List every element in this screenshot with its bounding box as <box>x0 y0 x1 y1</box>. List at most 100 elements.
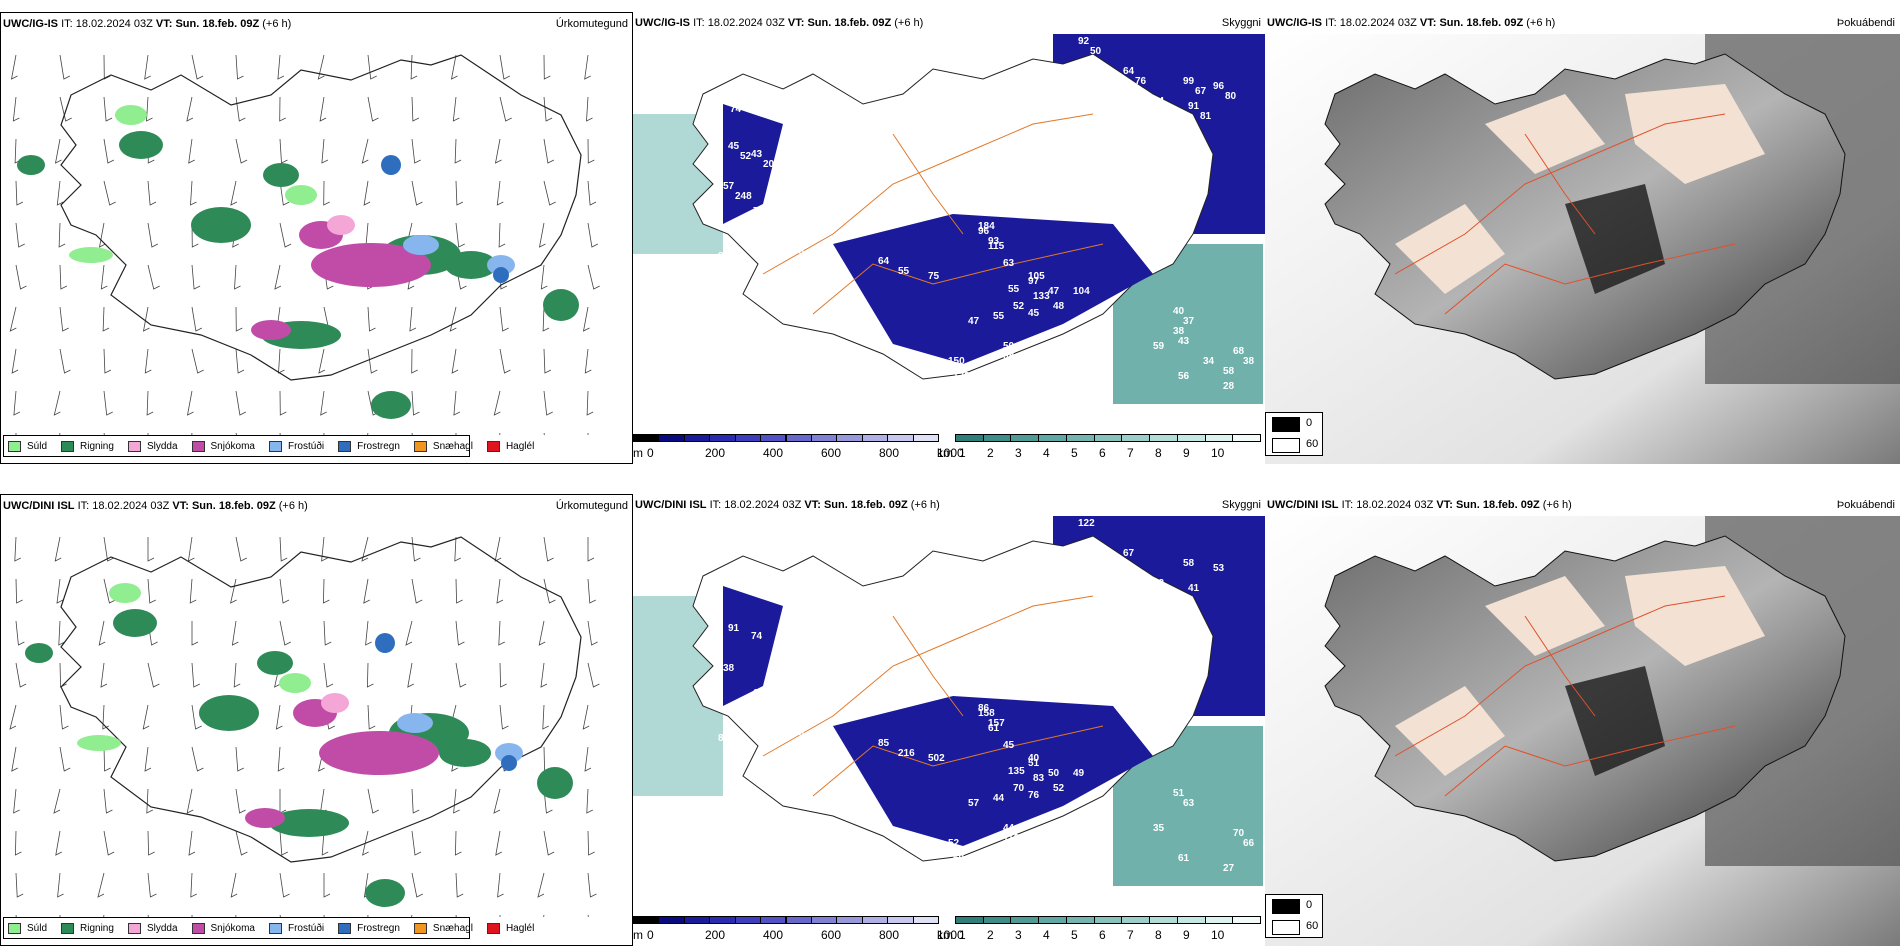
panel-header: UWC/IG-IS IT: 18.02.2024 03Z VT: Sun. 18… <box>1 13 632 35</box>
visibility-color-seg <box>1038 916 1067 924</box>
cloud-base-label: 75 <box>928 271 940 282</box>
cloud-base-label: 33 <box>773 196 785 207</box>
precip-area <box>25 643 53 663</box>
legend-item: Súld <box>8 440 48 452</box>
cloud-base-color-seg <box>683 434 711 442</box>
it-label: IT: <box>77 500 90 512</box>
precip-area <box>257 651 293 675</box>
visibility-color-seg <box>1065 434 1095 442</box>
cloud-base-color-seg <box>836 916 863 924</box>
visibility-color-seg <box>982 434 1012 442</box>
cloud-base-label: 53 <box>1213 563 1225 574</box>
cloud-base-label: 52 <box>1053 783 1065 794</box>
precip-area <box>279 673 311 693</box>
precip-area <box>77 735 121 751</box>
cloud-base-label: 57 <box>723 181 735 192</box>
cloud-base-color-seg <box>810 434 838 442</box>
legend-label: Slydda <box>146 922 178 934</box>
legend-swatch <box>338 440 352 452</box>
visibility-tick: 6 <box>1099 928 1106 942</box>
panel-title: Skyggni <box>1221 17 1261 29</box>
lead-time: (+6 h) <box>262 18 292 30</box>
legend-swatch <box>268 440 282 452</box>
visibility-color-seg <box>1065 916 1095 924</box>
vt-label: VT: <box>1436 499 1453 511</box>
cloud-base-color-seg <box>683 916 711 924</box>
panel-header: UWC/DINI ISL IT: 18.02.2024 03Z VT: Sun.… <box>1265 494 1900 516</box>
precip-area <box>113 609 157 637</box>
cloud-base-label: 77 <box>1165 106 1177 117</box>
visibility-color-seg <box>955 916 984 924</box>
cloud-base-label: 71 <box>763 698 775 709</box>
legend-swatch <box>486 922 500 934</box>
it-label: IT: <box>1325 17 1337 29</box>
cloud-base-color-seg <box>836 434 863 442</box>
cloud-base-label: 66 <box>1243 838 1255 849</box>
visibility-tick: 10 <box>1211 446 1225 460</box>
cloud-base-color-seg <box>658 916 685 924</box>
precip-map <box>9 536 600 917</box>
cloud-base-label: 74 <box>730 104 742 115</box>
visibility-tick: 5 <box>1071 446 1078 460</box>
legend-label: Súld <box>27 440 48 452</box>
fog-swatch-0 <box>1272 899 1300 914</box>
precip-patches <box>17 105 579 419</box>
precip-area <box>199 695 259 731</box>
legend-label: Frostúði <box>287 440 325 452</box>
fog-panel-row2: UWC/DINI ISL IT: 18.02.2024 03Z VT: Sun.… <box>1265 494 1900 946</box>
it-value: 18.02.2024 03Z <box>75 18 153 30</box>
visibility-tick: 3 <box>1015 446 1022 460</box>
cloud-base-label: 74 <box>1153 96 1165 107</box>
cloud-base-label: 40 <box>1173 306 1185 317</box>
precip-area <box>285 185 317 205</box>
precip-area <box>381 155 401 175</box>
it-value: 18.02.2024 03Z <box>724 499 802 511</box>
cloud-base-label: 91 <box>1188 101 1200 112</box>
cloud-base-label: 63 <box>1003 258 1015 269</box>
precip-area <box>191 207 251 243</box>
visibility-color-seg <box>1010 434 1040 442</box>
cloud-base-label: 38 <box>723 663 735 674</box>
visibility-tick: 4 <box>1043 928 1050 942</box>
cloud-base-label: 52 <box>948 838 960 849</box>
cloud-base-label: 71 <box>763 216 775 227</box>
cloud-base-label: 67 <box>1195 86 1207 97</box>
cloud-base-label: 56 <box>1178 371 1190 382</box>
visibility-color-seg <box>982 916 1012 924</box>
it-label: IT: <box>709 499 722 511</box>
panel-title: Úrkomutegund <box>555 18 628 30</box>
visibility-tick: 3 <box>1015 928 1022 942</box>
panel-title: Skyggni <box>1221 499 1261 511</box>
cloud-base-color-seg <box>633 434 660 442</box>
precip-area <box>263 163 299 187</box>
cloud-base-label: 83 <box>1033 773 1045 784</box>
visibility-tick: 1 <box>959 928 966 942</box>
cloud-base-label: 51 <box>1173 788 1185 799</box>
precip-area <box>543 289 579 321</box>
iceland-outline <box>60 54 582 381</box>
visibility-color-seg <box>1204 434 1234 442</box>
legend-swatch <box>61 440 75 452</box>
cloud-base-label: 80 <box>748 104 760 115</box>
cloud-base-color-seg <box>760 434 787 442</box>
precip-panel-row2: UWC/DINI ISL IT: 18.02.2024 03Z VT: Sun.… <box>0 494 633 946</box>
legend-item: Snjókoma <box>191 440 255 452</box>
cloud-base-label: 96 <box>1213 81 1225 92</box>
cloud-base-label: 209 <box>763 159 780 170</box>
cloud-base-label: 135 <box>1008 766 1025 777</box>
visibility-tick: 1 <box>959 446 966 460</box>
precip-area <box>501 755 517 771</box>
visibility-color-seg <box>1149 916 1178 924</box>
precip-area <box>495 743 523 763</box>
cloud-base-label: 54 <box>736 576 748 587</box>
cloud-base-label: 69 <box>783 713 795 724</box>
precip-legend: Súld Rigning Slydda Snjókoma Frostúði Frostre… <box>3 917 534 939</box>
cloud-base-color-seg <box>658 434 685 442</box>
cloud-base-label: 248 <box>735 191 752 202</box>
cloud-base-tick: 0 <box>647 928 654 942</box>
panel-title: Þokuábendi <box>1836 499 1895 511</box>
legend-item: Snjókoma <box>191 922 255 934</box>
precip-area <box>321 693 349 713</box>
precip-area <box>269 809 349 837</box>
